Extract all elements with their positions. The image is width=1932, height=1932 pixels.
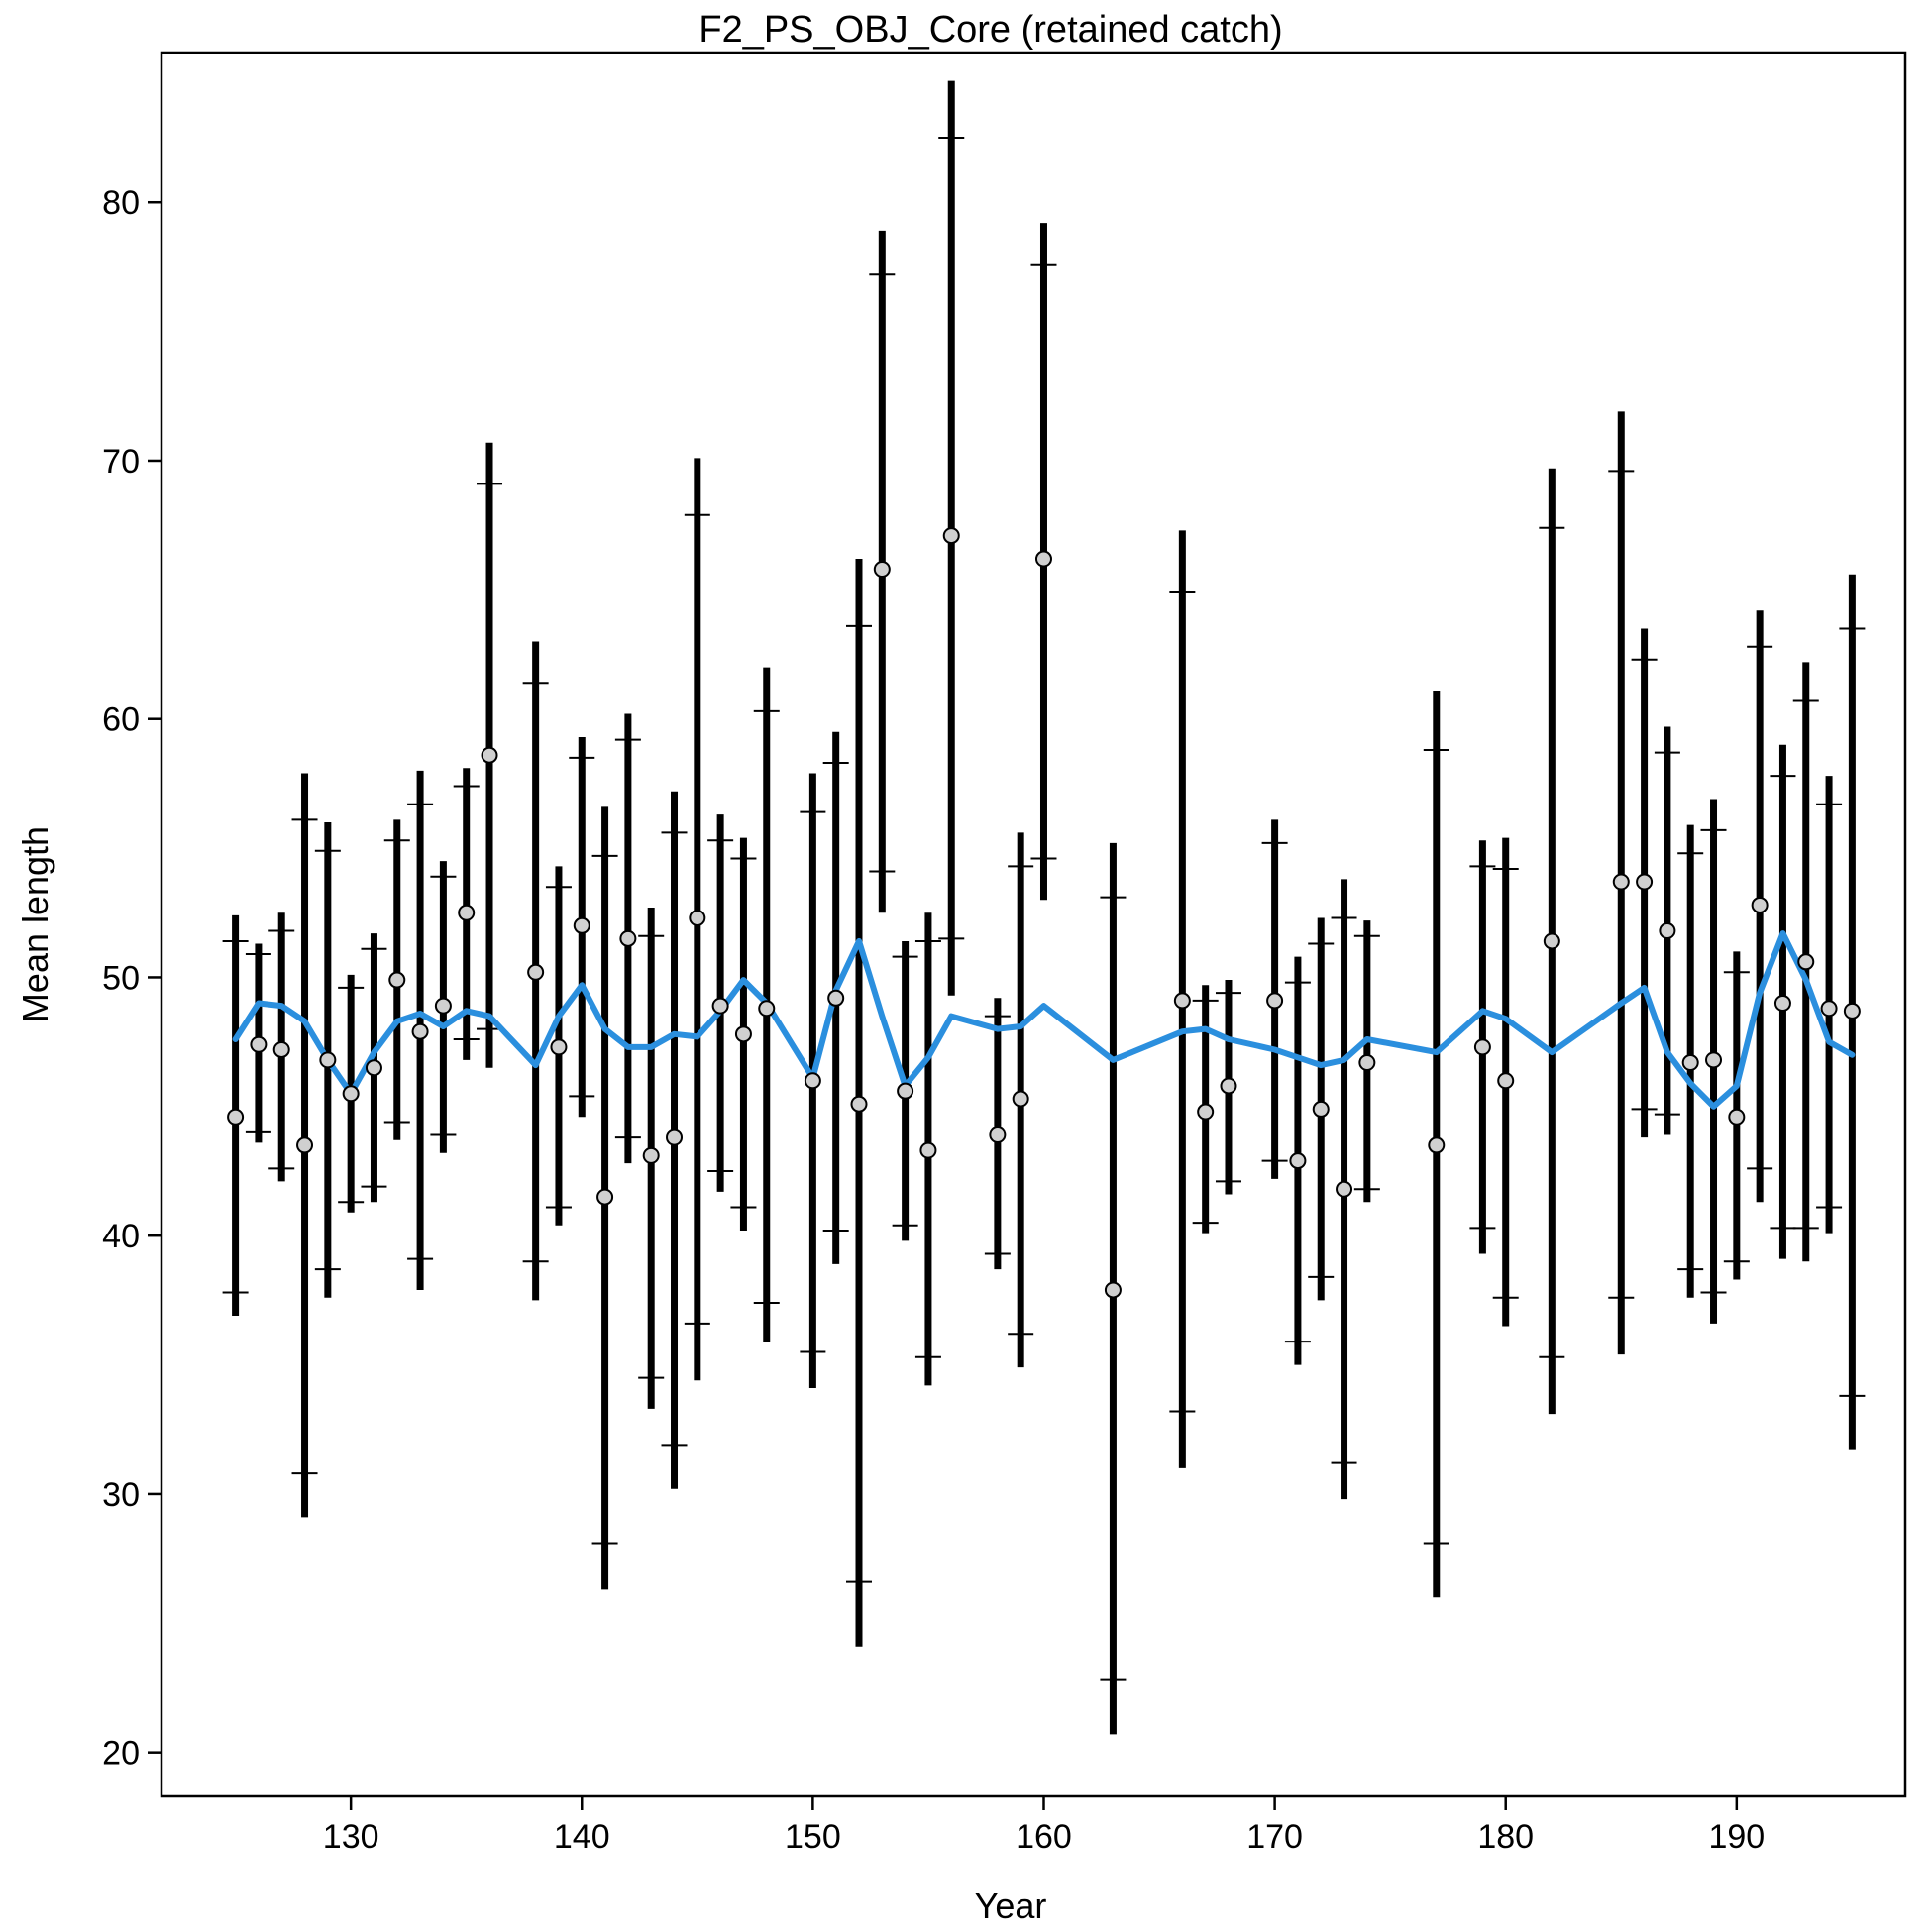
observed-point xyxy=(1612,873,1630,891)
chart-title: F2_PS_OBJ_Core (retained catch) xyxy=(698,9,1282,51)
observed-point xyxy=(989,1127,1007,1144)
x-tick-label: 140 xyxy=(554,1818,610,1856)
observed-point xyxy=(1266,992,1284,1010)
observed-point xyxy=(1312,1100,1330,1118)
observed-point xyxy=(272,1040,290,1058)
observed-point xyxy=(296,1136,314,1154)
observed-point xyxy=(642,1146,660,1164)
observed-point xyxy=(758,1000,776,1018)
observed-point xyxy=(897,1082,914,1100)
observed-points xyxy=(227,527,1861,1299)
y-axis: 20 30 40 50 60 70 80 xyxy=(102,184,161,1772)
observed-point xyxy=(1820,1000,1838,1018)
observed-point xyxy=(1681,1053,1699,1071)
observed-point xyxy=(734,1025,752,1043)
observed-point xyxy=(919,1141,937,1159)
observed-point xyxy=(481,746,498,764)
observed-point xyxy=(1289,1152,1307,1170)
y-tick-label: 20 xyxy=(102,1735,140,1772)
observed-point xyxy=(689,909,706,926)
observed-point xyxy=(1843,1002,1861,1020)
observed-point xyxy=(619,929,637,947)
plot-frame xyxy=(160,51,1907,1798)
x-tick-label: 170 xyxy=(1246,1818,1303,1856)
observed-point xyxy=(388,971,406,989)
y-tick-label: 70 xyxy=(102,443,140,481)
observed-point xyxy=(1336,1180,1353,1198)
observed-point xyxy=(319,1051,337,1069)
observed-point xyxy=(411,1022,429,1040)
observed-point xyxy=(365,1059,382,1077)
x-tick-label: 130 xyxy=(323,1818,379,1856)
observed-point xyxy=(1012,1090,1029,1108)
y-tick-label: 40 xyxy=(102,1218,140,1255)
observed-point xyxy=(250,1035,268,1053)
observed-point xyxy=(527,963,545,981)
x-tick-label: 150 xyxy=(785,1818,841,1856)
x-tick-label: 190 xyxy=(1708,1818,1765,1856)
expected-line xyxy=(232,930,1856,1110)
x-axis: 130 140 150 160 170 180 190 xyxy=(323,1796,1765,1856)
observed-point xyxy=(1220,1077,1237,1095)
observed-point xyxy=(1705,1051,1723,1069)
observed-point xyxy=(1104,1281,1122,1299)
observed-point xyxy=(942,527,960,545)
observed-point xyxy=(342,1085,360,1103)
observed-point xyxy=(1636,873,1654,891)
y-tick-label: 80 xyxy=(102,184,140,222)
observed-point xyxy=(227,1108,245,1126)
x-axis-title: Year xyxy=(975,1885,1047,1926)
observed-point xyxy=(850,1095,868,1113)
observed-point xyxy=(711,997,729,1015)
x-tick-label: 180 xyxy=(1477,1818,1534,1856)
observed-point xyxy=(1358,1053,1376,1071)
expected-series xyxy=(232,930,1856,1110)
observed-point xyxy=(666,1128,684,1146)
observed-point xyxy=(596,1188,614,1206)
observed-point xyxy=(1034,550,1052,568)
y-tick-label: 50 xyxy=(102,959,140,997)
observed-point xyxy=(458,904,476,921)
observed-point xyxy=(573,916,590,934)
observed-point xyxy=(550,1038,568,1056)
y-tick-label: 30 xyxy=(102,1476,140,1514)
observed-point xyxy=(1197,1103,1215,1121)
observed-point xyxy=(1751,896,1769,913)
y-axis-title: Mean length xyxy=(15,826,55,1022)
observed-point xyxy=(1543,932,1560,950)
x-tick-label: 160 xyxy=(1016,1818,1072,1856)
observed-point xyxy=(804,1072,821,1090)
observed-point xyxy=(1497,1072,1515,1090)
observed-point xyxy=(1659,922,1676,940)
observed-point xyxy=(1428,1136,1446,1154)
observed-point xyxy=(434,997,452,1015)
observed-point xyxy=(1473,1038,1491,1056)
observed-point xyxy=(873,560,891,578)
y-tick-label: 60 xyxy=(102,701,140,739)
observed-point xyxy=(1797,953,1815,971)
observed-point xyxy=(827,989,845,1007)
observed-point xyxy=(1728,1108,1746,1126)
observed-point xyxy=(1173,992,1191,1010)
observed-point xyxy=(1773,995,1791,1013)
